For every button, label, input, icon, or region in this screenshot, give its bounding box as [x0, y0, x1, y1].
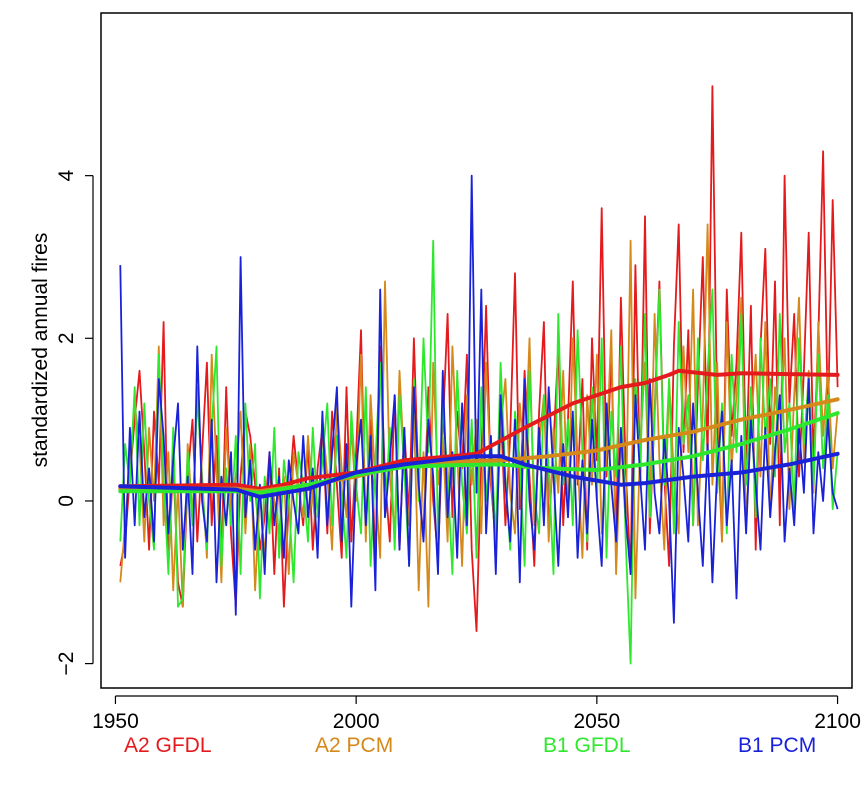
x-tick-label: 2050 [573, 710, 620, 733]
y-axis-title: standardized annual fires [29, 233, 52, 468]
y-axis: −2 0 2 4 [55, 169, 94, 676]
series-line-a2-gfdl [119, 85, 839, 632]
y-tick-label: −2 [55, 652, 78, 676]
y-tick-label: 0 [55, 495, 78, 507]
y-tick-label: 4 [55, 169, 78, 181]
trend-line-b1-pcm [118, 451, 840, 499]
series-line-b1-gfdl [119, 239, 839, 665]
legend-label-a2-pcm: A2 PCM [315, 734, 393, 757]
legend-label-a2-gfdl: A2 GFDL [124, 734, 212, 757]
series-layer [119, 85, 839, 665]
x-tick-label: 1950 [92, 710, 139, 733]
legend-label-b1-pcm: B1 PCM [738, 734, 816, 757]
legend: A2 GFDL A2 PCM B1 GFDL B1 PCM [124, 734, 816, 757]
trend-layer [118, 368, 840, 499]
y-tick-label: 2 [55, 332, 78, 344]
series-line-b1-pcm [119, 174, 839, 624]
trend-line-a2-gfdl [118, 368, 840, 491]
trend-line-b1-gfdl [118, 411, 840, 495]
plot-frame [100, 12, 853, 689]
x-axis: 1950 2000 2050 2100 [92, 695, 861, 733]
legend-label-b1-gfdl: B1 GFDL [543, 734, 631, 757]
x-tick-label: 2000 [333, 710, 380, 733]
x-tick-label: 2100 [814, 710, 861, 733]
